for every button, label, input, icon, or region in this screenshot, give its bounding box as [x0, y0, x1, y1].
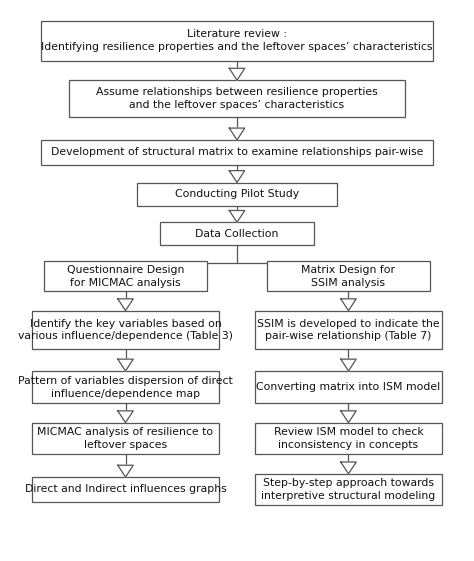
FancyBboxPatch shape [32, 477, 219, 502]
FancyBboxPatch shape [137, 183, 337, 206]
FancyBboxPatch shape [41, 21, 433, 61]
FancyBboxPatch shape [255, 311, 442, 350]
Polygon shape [118, 359, 133, 371]
Text: Identify the key variables based on
various influence/dependence (Table 3): Identify the key variables based on vari… [18, 319, 233, 342]
FancyBboxPatch shape [69, 80, 405, 117]
FancyBboxPatch shape [255, 371, 442, 403]
FancyBboxPatch shape [266, 261, 430, 291]
Polygon shape [118, 411, 133, 422]
FancyBboxPatch shape [255, 422, 442, 454]
FancyBboxPatch shape [32, 422, 219, 454]
Text: Step-by-step approach towards
interpretive structural modeling: Step-by-step approach towards interpreti… [261, 478, 436, 501]
FancyBboxPatch shape [32, 311, 219, 350]
Text: Direct and Indirect influences graphs: Direct and Indirect influences graphs [25, 485, 227, 494]
FancyBboxPatch shape [160, 222, 314, 245]
Text: Matrix Design for
SSIM analysis: Matrix Design for SSIM analysis [301, 265, 395, 288]
Text: Development of structural matrix to examine relationships pair-wise: Development of structural matrix to exam… [51, 148, 423, 157]
Polygon shape [229, 68, 245, 80]
Polygon shape [118, 299, 133, 311]
Text: Review ISM model to check
inconsistency in concepts: Review ISM model to check inconsistency … [273, 427, 423, 450]
Text: Data Collection: Data Collection [195, 229, 279, 238]
Polygon shape [118, 465, 133, 477]
Polygon shape [341, 462, 356, 474]
Text: Questionnaire Design
for MICMAC analysis: Questionnaire Design for MICMAC analysis [67, 265, 184, 288]
FancyBboxPatch shape [32, 371, 219, 403]
Polygon shape [229, 210, 245, 222]
Text: Pattern of variables dispersion of direct
influence/dependence map: Pattern of variables dispersion of direc… [18, 376, 233, 398]
Polygon shape [341, 411, 356, 422]
Text: Assume relationships between resilience properties
and the leftover spaces’ char: Assume relationships between resilience … [96, 87, 378, 110]
Text: SSIM is developed to indicate the
pair-wise relationship (Table 7): SSIM is developed to indicate the pair-w… [257, 319, 440, 342]
FancyBboxPatch shape [44, 261, 208, 291]
Text: Conducting Pilot Study: Conducting Pilot Study [175, 189, 299, 199]
Text: Literature review :
Identifying resilience properties and the leftover spaces’ c: Literature review : Identifying resilien… [41, 29, 433, 52]
Polygon shape [229, 128, 245, 140]
Polygon shape [229, 171, 245, 182]
Polygon shape [341, 359, 356, 371]
Polygon shape [341, 299, 356, 311]
FancyBboxPatch shape [255, 474, 442, 505]
FancyBboxPatch shape [41, 140, 433, 165]
Text: MICMAC analysis of resilience to
leftover spaces: MICMAC analysis of resilience to leftove… [37, 427, 214, 450]
Text: Converting matrix into ISM model: Converting matrix into ISM model [256, 382, 440, 392]
